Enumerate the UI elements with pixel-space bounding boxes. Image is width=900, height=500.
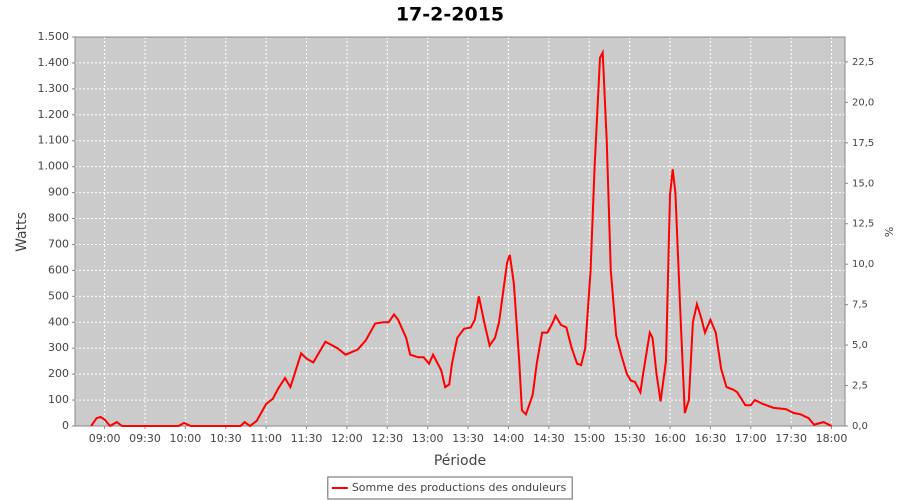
y2-axis-label: % (882, 227, 895, 237)
y-axis-label: Watts (14, 212, 30, 252)
y-tick-label: 1.300 (38, 82, 70, 95)
y-tick-label: 600 (48, 263, 69, 276)
y2-tick-label: 12,5 (852, 219, 874, 230)
y-tick-label: 500 (48, 289, 69, 302)
y-tick-label: 800 (48, 212, 69, 225)
x-tick-label: 14:30 (533, 432, 565, 445)
y-tick-label: 400 (48, 315, 69, 328)
y-tick-label: 0 (62, 419, 69, 432)
legend-label: Somme des productions des onduleurs (352, 481, 567, 494)
x-tick-label: 15:00 (573, 432, 605, 445)
x-tick-label: 10:30 (210, 432, 242, 445)
x-tick-label: 11:30 (291, 432, 323, 445)
plot-area (75, 37, 845, 426)
y2-tick-label: 2,5 (852, 381, 868, 392)
data-line (90, 48, 832, 428)
y-tick-label: 100 (48, 393, 69, 406)
x-tick-label: 18:00 (816, 432, 848, 445)
y2-tick-label: 15,0 (852, 178, 874, 189)
y-tick-label: 200 (48, 367, 69, 380)
legend: Somme des productions des onduleurs (327, 476, 573, 500)
x-tick-label: 13:00 (412, 432, 444, 445)
x-tick-label: 17:30 (775, 432, 807, 445)
x-tick-label: 10:00 (170, 432, 202, 445)
y2-tick-label: 22,5 (852, 57, 874, 68)
y2-tick-label: 17,5 (852, 138, 874, 149)
y-tick-label: 1.000 (38, 160, 70, 173)
chart-title: 17-2-2015 (396, 4, 504, 26)
plot-border (74, 36, 846, 427)
y2-tick-label: 10,0 (852, 259, 874, 270)
y2-tick-label: 5,0 (852, 340, 868, 351)
x-tick-label: 14:00 (493, 432, 525, 445)
x-axis-label: Période (434, 453, 486, 469)
y-tick-label: 300 (48, 341, 69, 354)
y2-tick-label: 7,5 (852, 300, 868, 311)
y2-tick-label: 20,0 (852, 97, 874, 108)
y-tick-label: 1.200 (38, 108, 70, 121)
y-tick-label: 1.500 (38, 30, 70, 43)
x-tick-label: 15:30 (614, 432, 646, 445)
x-tick-label: 17:00 (735, 432, 767, 445)
x-tick-label: 16:30 (695, 432, 727, 445)
y2-tick-label: 0,0 (852, 421, 868, 432)
y-tick-label: 700 (48, 237, 69, 250)
y-tick-label: 900 (48, 186, 69, 199)
x-tick-label: 09:00 (89, 432, 121, 445)
x-tick-label: 16:00 (654, 432, 686, 445)
x-tick-label: 11:00 (250, 432, 282, 445)
legend-box (327, 476, 573, 500)
x-tick-label: 12:30 (371, 432, 403, 445)
x-tick-label: 13:30 (452, 432, 484, 445)
x-tick-label: 09:30 (129, 432, 161, 445)
x-tick-label: 12:00 (331, 432, 363, 445)
y-tick-label: 1.400 (38, 56, 70, 69)
y-tick-label: 1.100 (38, 134, 70, 147)
